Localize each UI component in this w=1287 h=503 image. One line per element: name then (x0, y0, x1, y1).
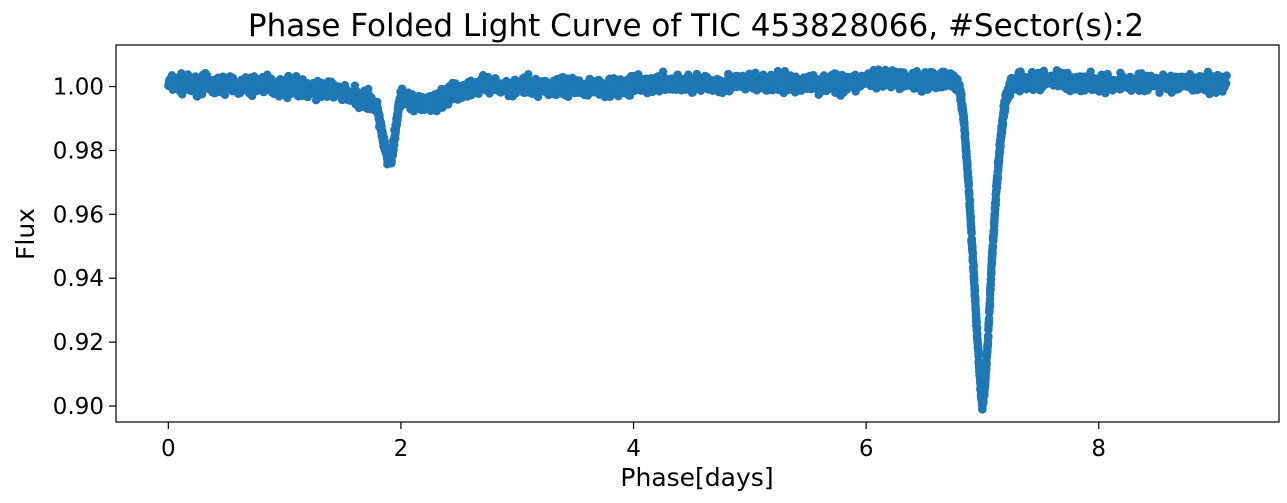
y-tick-label: 0.94 (53, 266, 104, 292)
x-tick-label: 4 (626, 436, 641, 462)
data-points (164, 65, 1231, 414)
data-point (966, 207, 975, 216)
y-axis-label: Flux (11, 208, 40, 260)
x-tick-label: 0 (161, 436, 176, 462)
chart-title: Phase Folded Light Curve of TIC 45382806… (248, 8, 1144, 44)
data-point (964, 179, 973, 188)
data-point (388, 150, 398, 160)
data-point (968, 249, 978, 258)
data-point (524, 70, 533, 79)
data-point (988, 242, 998, 251)
y-tick-label: 1.00 (53, 75, 104, 101)
data-point (696, 86, 706, 96)
y-tick-label: 0.98 (53, 138, 104, 164)
data-point (989, 225, 999, 234)
data-point (993, 178, 1002, 188)
y-tick-label: 0.90 (53, 394, 104, 420)
data-point (969, 257, 978, 266)
data-point (988, 249, 997, 258)
y-tick-label: 0.96 (53, 202, 104, 228)
data-point (177, 69, 186, 78)
data-point (1007, 78, 1016, 87)
data-point (991, 205, 1000, 214)
y-axis: 0.90 0.92 0.94 0.96 0.98 1.00 (53, 75, 116, 420)
plot-frame (115, 44, 1280, 423)
x-axis-label: Phase[days] (620, 463, 773, 492)
data-point (972, 323, 982, 332)
y-tick-label: 0.92 (53, 330, 104, 356)
data-point (984, 332, 993, 342)
data-point (987, 267, 996, 277)
x-axis: 0 2 4 6 8 (161, 422, 1106, 462)
data-point (773, 67, 783, 76)
data-point (974, 350, 983, 360)
data-point (991, 195, 1001, 204)
data-point (970, 285, 980, 295)
data-point (987, 258, 997, 268)
data-point (1222, 79, 1231, 88)
data-point (973, 329, 982, 338)
x-tick-label: 6 (859, 436, 874, 462)
data-point (1222, 71, 1231, 80)
x-tick-label: 8 (1091, 436, 1106, 462)
data-point (982, 359, 991, 368)
data-point (402, 94, 411, 103)
data-point (995, 147, 1005, 156)
x-tick-label: 2 (394, 436, 409, 462)
